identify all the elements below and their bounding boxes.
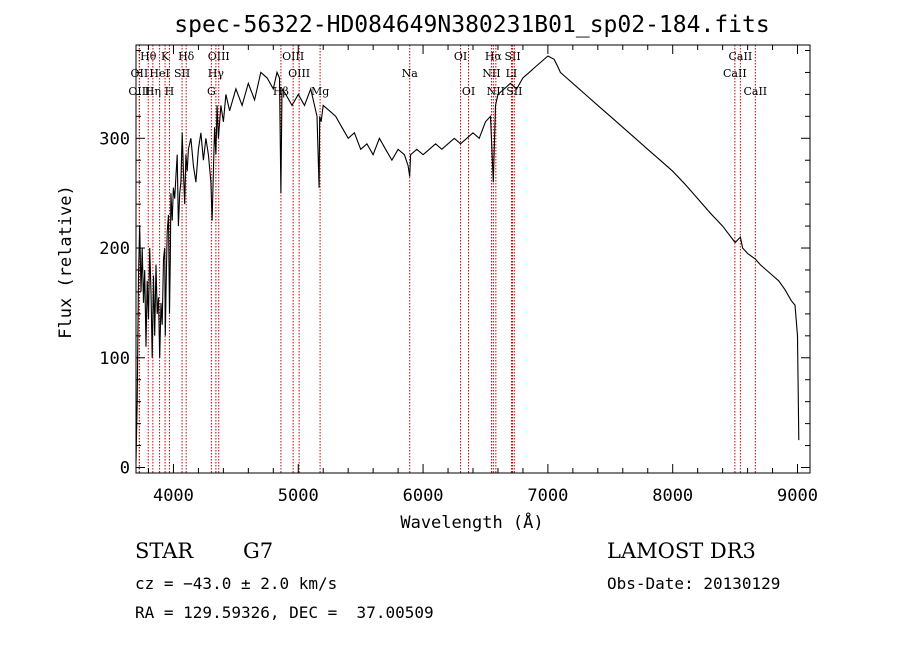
line-marker-label: Hγ	[208, 67, 225, 80]
x-tick-label: 8000	[652, 486, 693, 506]
line-marker-label: Mg	[311, 85, 329, 98]
line-marker-label: SII	[174, 67, 190, 80]
y-tick-label: 100	[99, 349, 130, 369]
plot-frame	[135, 44, 811, 474]
line-marker-label: NII	[482, 67, 500, 80]
axis-ticks: 4000 5000 6000 7000 8000 9000 0 100 200 300	[99, 45, 818, 506]
y-tick-label: 200	[99, 239, 130, 259]
survey-name: LAMOST DR3	[607, 539, 756, 563]
x-tick-label: 9000	[777, 486, 818, 506]
x-tick-label: 5000	[278, 486, 319, 506]
y-axis-label: Flux (relative)	[56, 185, 76, 339]
line-marker-label: Hβ	[273, 85, 289, 98]
line-marker-label: LI	[506, 67, 518, 80]
line-marker-label: Hα	[485, 50, 503, 63]
line-marker-label: OI	[462, 85, 475, 98]
line-marker-label: H	[165, 85, 175, 98]
line-marker-label: Hδ	[178, 50, 195, 63]
x-tick-label: 4000	[153, 486, 194, 506]
coordinates: RA = 129.59326, DEC = 37.00509	[135, 603, 434, 622]
spectral-subclass: G7	[243, 539, 274, 563]
chart-title: spec-56322-HD084649N380231B01_sp02-184.f…	[174, 12, 769, 38]
line-marker-label: NII	[487, 85, 505, 98]
redshift-velocity: cz = −43.0 ± 2.0 km/s	[135, 574, 338, 593]
line-marker-label: OIII	[208, 50, 230, 63]
x-tick-label: 6000	[403, 486, 444, 506]
y-tick-label: 300	[99, 129, 130, 149]
line-marker-label: SII	[506, 85, 522, 98]
line-marker-label: SII	[504, 50, 520, 63]
line-marker-label: G	[207, 85, 216, 98]
line-marker-label: HeI	[149, 67, 169, 80]
line-marker-label: OIII	[128, 85, 150, 98]
line-marker-label: OIII	[288, 67, 310, 80]
x-tick-label: 7000	[527, 486, 568, 506]
x-axis-label: Wavelength (Å)	[400, 511, 543, 533]
line-marker-label: Na	[402, 67, 419, 80]
line-marker-label: CaII	[723, 67, 747, 80]
observation-date: Obs-Date: 20130129	[607, 574, 781, 593]
object-type: STAR	[135, 539, 194, 563]
spectrum-line	[135, 55, 800, 463]
line-marker-label: OI	[454, 50, 467, 63]
line-marker-label: Hη	[145, 85, 161, 98]
line-marker-label: OIII	[282, 50, 304, 63]
line-marker-label: K	[161, 50, 170, 63]
line-marker-label: CaII	[729, 50, 753, 63]
line-marker-label: Hθ	[140, 50, 157, 63]
line-marker-label: CaII	[743, 85, 767, 98]
y-tick-label: 0	[120, 459, 130, 479]
